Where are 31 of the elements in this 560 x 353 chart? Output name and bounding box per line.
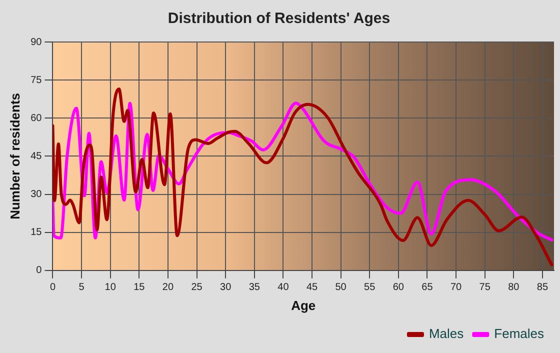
x-tick-label: 45 <box>306 282 318 294</box>
legend-label: Males <box>428 326 464 342</box>
y-tick-label: 75 <box>30 74 42 86</box>
y-tick-label: 45 <box>30 150 42 162</box>
x-tick-label: 85 <box>536 282 548 294</box>
x-tick-label: 5 <box>78 282 85 294</box>
y-tick-label: 0 <box>36 265 42 276</box>
x-tick-label: 80 <box>508 282 520 294</box>
y-tick-label: 90 <box>30 36 42 48</box>
x-tick-label: 75 <box>479 282 491 294</box>
x-tick-label: 0 <box>50 282 56 294</box>
x-tick-label: 35 <box>248 282 260 294</box>
x-axis-title: Age <box>291 298 316 313</box>
x-tick-label: 65 <box>422 282 434 294</box>
x-tick-label: 30 <box>220 282 232 294</box>
x-tick-label: 55 <box>364 282 376 294</box>
x-tick-label: 25 <box>191 282 203 294</box>
x-tick-label: 40 <box>278 282 290 294</box>
y-tick-label: 30 <box>30 189 42 200</box>
x-tick-label: 70 <box>450 282 462 294</box>
x-tick-label: 60 <box>392 282 404 294</box>
legend-label: Females <box>494 326 544 342</box>
x-tick-label: 10 <box>104 282 116 294</box>
y-axis-title: Number of residents <box>7 92 22 220</box>
x-tick-label: 50 <box>335 282 347 294</box>
y-tick-label: 60 <box>30 112 42 124</box>
line-series <box>52 87 554 266</box>
x-tick-label: 20 <box>162 282 174 294</box>
y-tick-label: 15 <box>30 227 42 238</box>
chart-title: Distribution of Residents' Ages <box>168 10 390 28</box>
x-tick-label: 15 <box>134 282 146 294</box>
